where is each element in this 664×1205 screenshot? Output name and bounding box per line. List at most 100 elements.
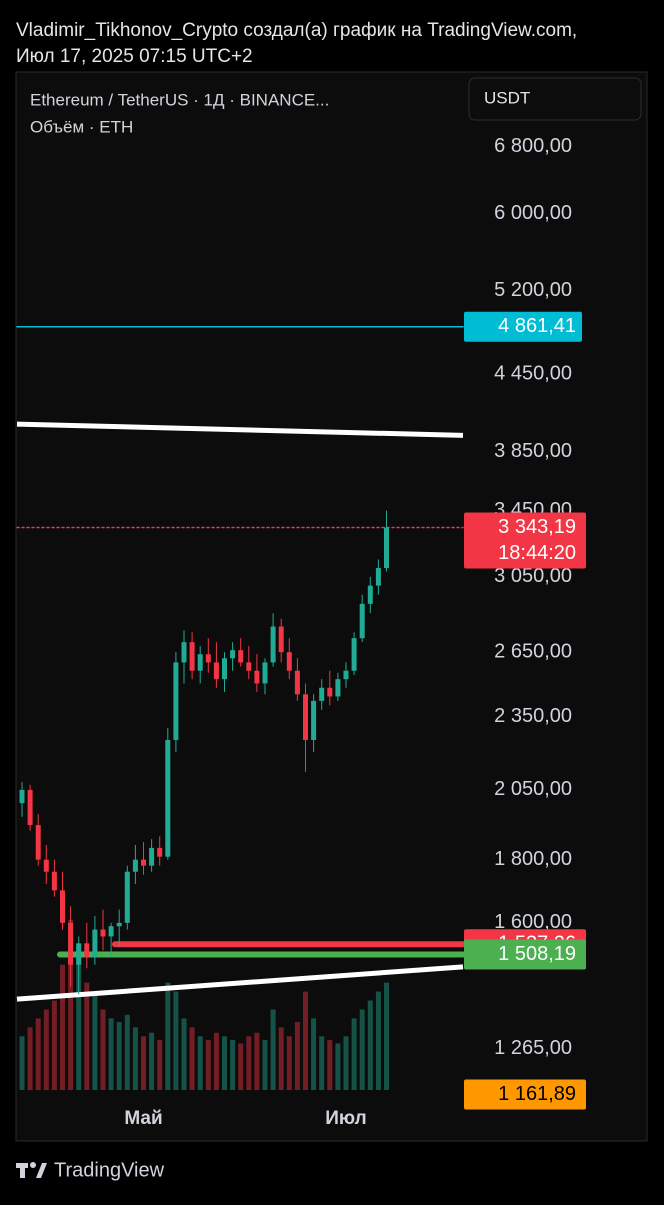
volume-bar (375, 991, 381, 1090)
candle-body (141, 859, 146, 866)
price-label-box (464, 1079, 586, 1110)
price-label: 1 508,19 (498, 943, 576, 965)
candle-body (149, 847, 155, 866)
volume-bar (189, 1027, 195, 1090)
volume-bar (51, 1000, 57, 1090)
candle-body (262, 662, 268, 684)
candle-body (189, 642, 195, 671)
volume-bar (359, 1009, 365, 1090)
candle-body (213, 662, 219, 680)
candle-body (359, 603, 365, 639)
candle-body (51, 871, 57, 891)
volume-bar (286, 1036, 292, 1090)
y-tick-label: 3 850,00 (494, 440, 572, 462)
volume-bar (262, 1039, 268, 1090)
header-line: Июл 17, 2025 07:15 UTC+2 (16, 46, 253, 67)
candle-body (238, 650, 244, 663)
volume-bar (384, 982, 389, 1090)
candle-body (335, 679, 341, 697)
volume-bar (43, 1009, 49, 1090)
volume-bar (343, 1036, 349, 1090)
price-label-box (464, 311, 582, 342)
volume-bar (335, 1043, 341, 1090)
chart-frame (15, 71, 648, 1142)
y-tick-label: 2 350,00 (494, 705, 572, 727)
candle-body (384, 527, 389, 569)
candle-body (27, 789, 33, 826)
candle-body (197, 654, 203, 671)
countdown: 18:44:20 (498, 542, 576, 564)
candle-body (343, 670, 349, 680)
price-label-box (464, 939, 586, 970)
volume-bar (132, 1027, 138, 1090)
y-tick-label: 1 800,00 (494, 848, 572, 870)
candle-body (230, 650, 236, 659)
candle-body (84, 943, 90, 958)
candle-body (367, 585, 373, 604)
volume-bar (92, 991, 98, 1090)
price-label-box (464, 512, 586, 569)
currency-button[interactable] (468, 77, 642, 121)
volume-bar (165, 982, 171, 1090)
volume-bar (294, 1022, 300, 1090)
candle-body (222, 658, 227, 680)
candle-body (303, 694, 308, 740)
y-tick-label: 1 600,00 (494, 911, 572, 933)
volume-bar (19, 1036, 25, 1090)
volume-bar (35, 1018, 41, 1090)
volume-bar (367, 1000, 373, 1090)
volume-bar (124, 1014, 130, 1090)
volume-bar (246, 1036, 252, 1090)
candle-body (35, 825, 41, 860)
volume-bar (327, 1039, 333, 1090)
volume-bar (205, 1039, 211, 1090)
volume-bar (84, 982, 90, 1090)
candle-body (43, 859, 49, 872)
logo (16, 1162, 47, 1178)
chart-subtitle: Объём · ETH (30, 117, 133, 136)
y-tick-label: 4 450,00 (494, 362, 572, 384)
currency-label: USDT (484, 88, 530, 107)
candle-body (76, 943, 82, 965)
candle-body (100, 929, 106, 937)
volume-bar (60, 964, 65, 1090)
header-line: Vladimir_Tikhonov_Crypto создал(а) графи… (16, 20, 577, 41)
volume-bar (157, 1039, 163, 1090)
candle-body (124, 871, 130, 923)
volume-bar (222, 1036, 227, 1090)
y-tick-label: 5 200,00 (494, 279, 572, 301)
volume-bar (197, 1036, 203, 1090)
candle-body (165, 739, 171, 857)
candle-body (173, 662, 179, 740)
price-label: 3 343,19 (498, 516, 576, 538)
volume-bar (311, 1018, 317, 1090)
brand: TradingView (54, 1159, 165, 1181)
volume-bar (238, 1043, 244, 1090)
candle-body (181, 642, 187, 663)
volume-bar (27, 1027, 33, 1090)
price-label: 4 861,41 (498, 315, 576, 337)
volume-bar (173, 991, 179, 1090)
y-tick-label: 3 050,00 (494, 565, 572, 587)
candle-body (19, 789, 25, 804)
volume-bar (108, 1018, 114, 1090)
x-tick-label: Июл (325, 1108, 366, 1129)
candle-body (157, 847, 163, 857)
candle-body (327, 687, 333, 697)
volume-bar (116, 1022, 122, 1090)
volume-bar (213, 1032, 219, 1090)
volume-bar (254, 1032, 260, 1090)
candle-body (246, 662, 252, 671)
volume-bar (141, 1036, 146, 1090)
volume-bar (351, 1018, 357, 1090)
volume-bar (270, 1009, 276, 1090)
candle-body (278, 626, 284, 653)
candle-body (286, 652, 292, 671)
y-tick-label: 6 800,00 (494, 135, 572, 157)
price-label: 1 161,89 (498, 1083, 576, 1105)
x-tick-label: Май (124, 1108, 162, 1129)
candle-body (132, 859, 138, 872)
volume-bar (230, 1039, 236, 1090)
candle-body (68, 922, 74, 965)
